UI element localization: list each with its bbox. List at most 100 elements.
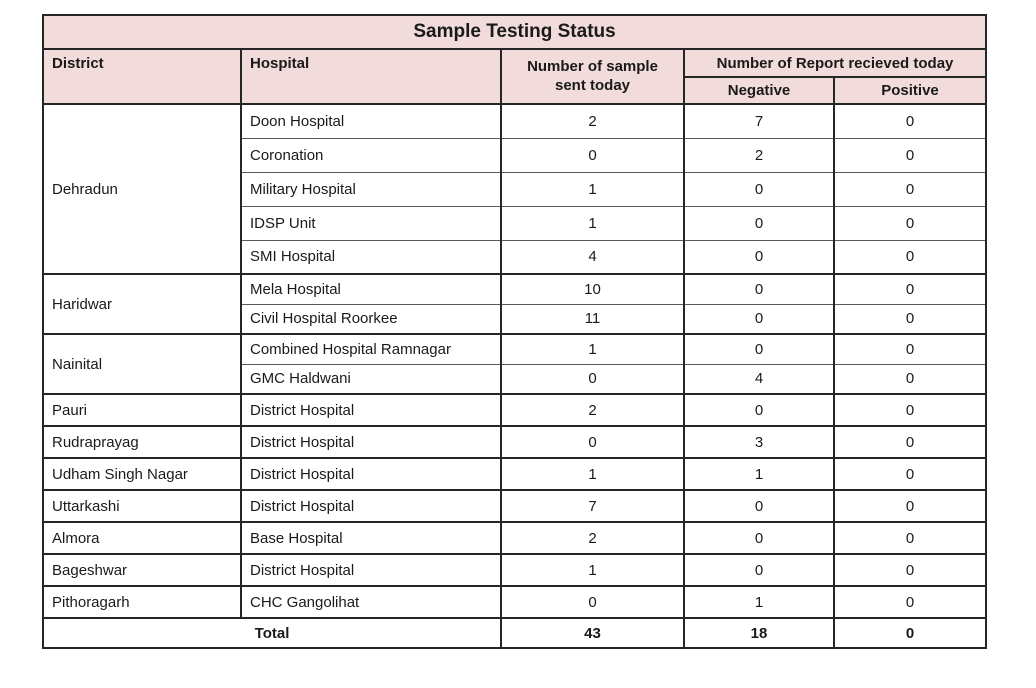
table-row: Civil Hospital Roorkee 11 0 0 bbox=[43, 303, 988, 334]
cell-hospital: SMI Hospital bbox=[240, 239, 502, 274]
total-sent: 43 bbox=[500, 617, 685, 648]
cell-hospital: Base Hospital bbox=[240, 521, 502, 554]
table-title: Sample Testing Status bbox=[41, 14, 988, 49]
cell-district: Bageshwar bbox=[42, 553, 242, 586]
cell-positive: 0 bbox=[832, 205, 988, 240]
cell-positive: 0 bbox=[832, 425, 988, 458]
table-row: Udham Singh Nagar District Hospital 1 1 … bbox=[42, 457, 988, 490]
cell-hospital: CHC Gangolihat bbox=[240, 585, 502, 618]
cell-negative: 1 bbox=[683, 585, 835, 618]
cell-sent: 0 bbox=[500, 425, 685, 458]
column-header-positive: Positive bbox=[832, 76, 988, 104]
cell-sent: 11 bbox=[500, 303, 685, 334]
column-header-hospital: Hospital bbox=[240, 48, 502, 104]
cell-positive: 0 bbox=[832, 489, 988, 522]
cell-sent: 2 bbox=[500, 521, 685, 554]
cell-hospital: District Hospital bbox=[240, 553, 502, 586]
cell-hospital: IDSP Unit bbox=[240, 205, 502, 240]
cell-district: Uttarkashi bbox=[42, 489, 242, 522]
cell-negative: 0 bbox=[683, 521, 835, 554]
cell-negative: 0 bbox=[683, 393, 835, 426]
cell-sent: 1 bbox=[500, 171, 685, 206]
table-row: Pauri District Hospital 2 0 0 bbox=[42, 393, 988, 426]
cell-positive: 0 bbox=[832, 393, 988, 426]
column-header-negative: Negative bbox=[683, 76, 835, 104]
cell-hospital: Civil Hospital Roorkee bbox=[240, 303, 502, 334]
cell-negative: 0 bbox=[683, 303, 835, 334]
table-row: Almora Base Hospital 2 0 0 bbox=[42, 521, 988, 554]
cell-sent: 1 bbox=[500, 333, 685, 364]
cell-negative: 0 bbox=[683, 239, 835, 274]
total-label: Total bbox=[42, 617, 502, 648]
cell-district: Rudraprayag bbox=[42, 425, 242, 458]
cell-hospital: District Hospital bbox=[240, 393, 502, 426]
cell-sent: 10 bbox=[500, 273, 685, 304]
cell-sent: 1 bbox=[500, 457, 685, 490]
cell-positive: 0 bbox=[832, 303, 988, 334]
cell-negative: 0 bbox=[683, 333, 835, 364]
table-row: Military Hospital 1 0 0 bbox=[43, 171, 988, 206]
sample-testing-table: Sample Testing Status District Hospital … bbox=[41, 14, 988, 649]
cell-negative: 0 bbox=[683, 553, 835, 586]
cell-positive: 0 bbox=[832, 273, 988, 304]
table-row: Nainital Combined Hospital Ramnagar 1 0 … bbox=[42, 333, 988, 394]
table-row: SMI Hospital 4 0 0 bbox=[43, 239, 988, 274]
cell-hospital: Combined Hospital Ramnagar bbox=[240, 333, 502, 364]
cell-hospital: District Hospital bbox=[240, 425, 502, 458]
cell-hospital: GMC Haldwani bbox=[240, 363, 502, 394]
cell-sent: 0 bbox=[500, 137, 685, 172]
table-row: IDSP Unit 1 0 0 bbox=[43, 205, 988, 240]
cell-hospital: Mela Hospital bbox=[240, 273, 502, 304]
table-row: Dehradun Doon Hospital 2 7 0 bbox=[42, 103, 988, 274]
total-row: Total 43 18 0 bbox=[42, 617, 988, 648]
column-header-reports-received: Number of Report recieved today bbox=[682, 48, 988, 77]
cell-negative: 0 bbox=[683, 171, 835, 206]
cell-sent: 0 bbox=[500, 363, 685, 394]
cell-positive: 0 bbox=[832, 585, 988, 618]
table-row: Pithoragarh CHC Gangolihat 0 1 0 bbox=[42, 585, 988, 618]
cell-negative: 0 bbox=[683, 273, 835, 304]
cell-district: Almora bbox=[42, 521, 242, 554]
table-row: Haridwar Mela Hospital 10 0 0 bbox=[42, 273, 988, 334]
table-row: GMC Haldwani 0 4 0 bbox=[43, 363, 988, 394]
cell-negative: 4 bbox=[683, 363, 835, 394]
cell-sent: 2 bbox=[500, 103, 685, 138]
column-header-samples-sent: Number of sample sent today bbox=[500, 48, 685, 104]
cell-positive: 0 bbox=[832, 363, 988, 394]
cell-sent: 1 bbox=[500, 553, 685, 586]
cell-district: Pithoragarh bbox=[42, 585, 242, 618]
cell-sent: 0 bbox=[500, 585, 685, 618]
cell-positive: 0 bbox=[832, 103, 988, 138]
cell-sent: 4 bbox=[500, 239, 685, 274]
cell-positive: 0 bbox=[832, 521, 988, 554]
table-row: Coronation 0 2 0 bbox=[43, 137, 988, 172]
column-header-district: District bbox=[42, 48, 242, 104]
cell-district: Nainital bbox=[42, 333, 242, 394]
cell-negative: 1 bbox=[683, 457, 835, 490]
cell-district: Pauri bbox=[42, 393, 242, 426]
total-positive: 0 bbox=[832, 617, 988, 648]
table-row: Rudraprayag District Hospital 0 3 0 bbox=[42, 425, 988, 458]
cell-negative: 0 bbox=[683, 205, 835, 240]
cell-positive: 0 bbox=[832, 171, 988, 206]
cell-hospital: Military Hospital bbox=[240, 171, 502, 206]
table-row: Uttarkashi District Hospital 7 0 0 bbox=[42, 489, 988, 522]
cell-district: Haridwar bbox=[42, 273, 242, 334]
cell-hospital: Doon Hospital bbox=[240, 103, 502, 138]
cell-hospital: District Hospital bbox=[240, 489, 502, 522]
cell-positive: 0 bbox=[832, 137, 988, 172]
cell-positive: 0 bbox=[832, 239, 988, 274]
cell-negative: 7 bbox=[683, 103, 835, 138]
cell-negative: 2 bbox=[683, 137, 835, 172]
cell-positive: 0 bbox=[832, 333, 988, 364]
total-negative: 18 bbox=[683, 617, 835, 648]
cell-sent: 7 bbox=[500, 489, 685, 522]
cell-positive: 0 bbox=[832, 457, 988, 490]
cell-district: Udham Singh Nagar bbox=[42, 457, 242, 490]
cell-positive: 0 bbox=[832, 553, 988, 586]
cell-negative: 3 bbox=[683, 425, 835, 458]
cell-negative: 0 bbox=[683, 489, 835, 522]
cell-sent: 2 bbox=[500, 393, 685, 426]
table-row: Bageshwar District Hospital 1 0 0 bbox=[42, 553, 988, 586]
